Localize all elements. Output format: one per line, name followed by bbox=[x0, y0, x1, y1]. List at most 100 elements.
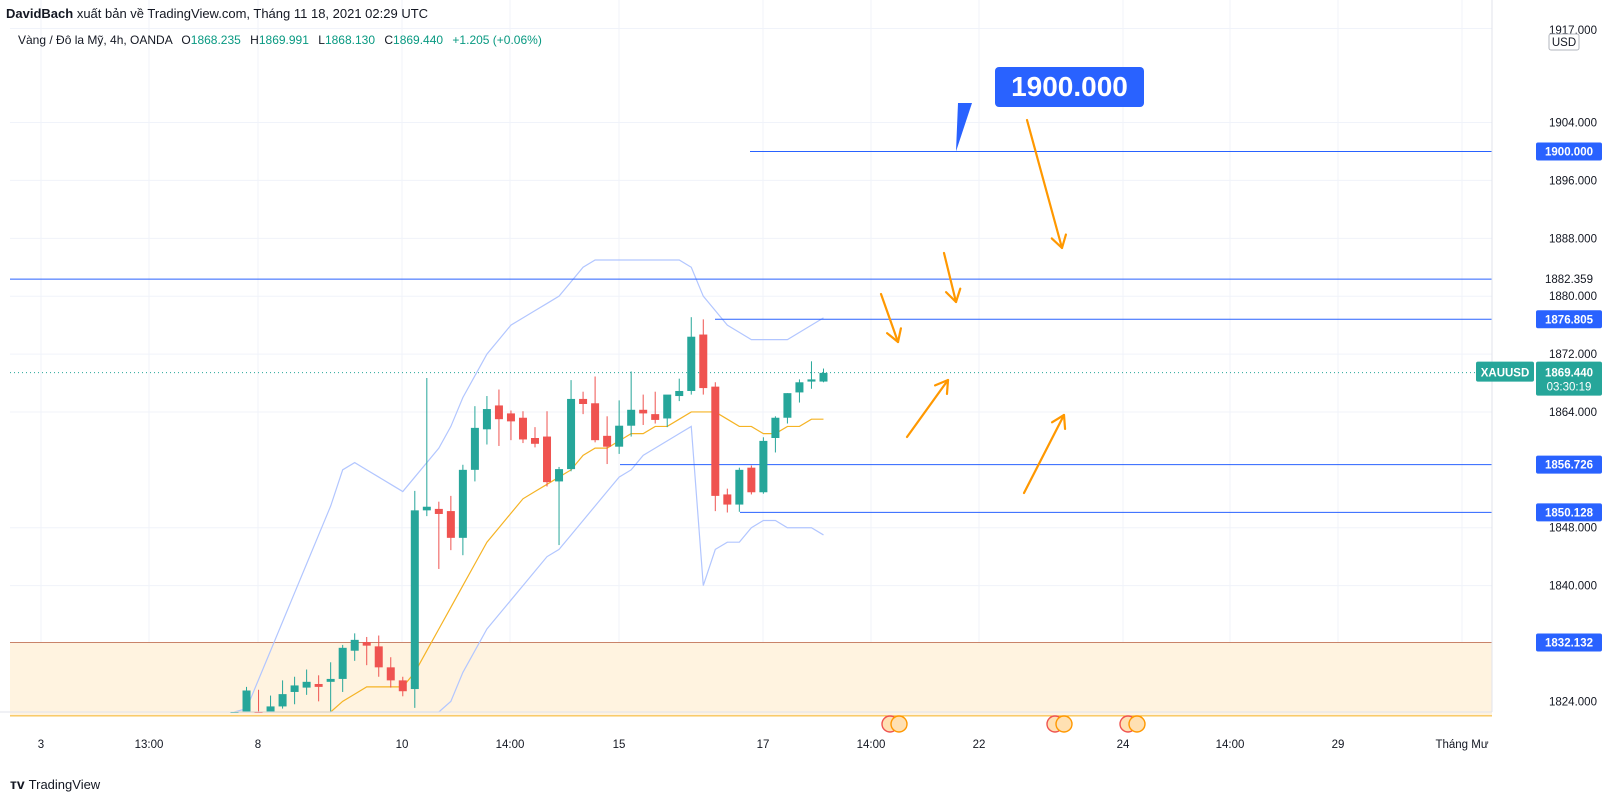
candle-body bbox=[807, 379, 816, 382]
countdown-text: 03:30:19 bbox=[1547, 382, 1592, 394]
price-tag-bg bbox=[1494, 270, 1562, 289]
arrow-down-to-1882-head bbox=[1050, 233, 1068, 250]
footer-brand[interactable]: ᴛᴠ TradingView bbox=[10, 776, 100, 792]
price-tag-text: 1850.128 bbox=[1545, 507, 1594, 519]
arrow-down-to-1876 bbox=[942, 251, 958, 304]
candle-body bbox=[579, 398, 588, 404]
candle-body bbox=[494, 405, 503, 420]
price-tag-bg bbox=[1536, 142, 1602, 161]
arrow-up-from-1856-head bbox=[933, 378, 950, 396]
currency-label: USD bbox=[1552, 37, 1576, 49]
candle-body bbox=[543, 436, 552, 483]
moving-average-line bbox=[234, 411, 824, 713]
candle-body bbox=[458, 469, 467, 538]
time-tick-label: 29 bbox=[1332, 739, 1345, 751]
candle-body bbox=[302, 681, 311, 688]
price-axis[interactable]: 1917.000 1904.000 1896.000 1888.000 1880.000… bbox=[1548, 25, 1597, 708]
low-label: L bbox=[318, 33, 325, 47]
candle-body bbox=[711, 386, 720, 496]
arrow-down-to-1882 bbox=[1025, 118, 1064, 250]
time-tick-label: 14:00 bbox=[496, 739, 525, 751]
publish-info: xuất bản về TradingView.com, Tháng 11 18… bbox=[73, 6, 429, 21]
callout-pointer bbox=[956, 103, 972, 152]
currency-box bbox=[1548, 33, 1580, 51]
price-tick-label: 1904.000 bbox=[1549, 118, 1597, 130]
candle-body bbox=[290, 685, 299, 692]
horizontal-levels[interactable] bbox=[10, 103, 1492, 513]
candle-body bbox=[422, 506, 431, 511]
candle-body bbox=[506, 413, 515, 422]
author-name[interactable]: DavidBach bbox=[6, 6, 74, 21]
price-tag-text: 1882.359 bbox=[1545, 274, 1593, 286]
candle-body bbox=[434, 508, 443, 514]
candle-body bbox=[819, 372, 828, 382]
time-tick-label: 17 bbox=[757, 739, 770, 751]
last-price-tag-bg bbox=[1536, 361, 1602, 396]
change-value: +1.205 (+0.06%) bbox=[452, 33, 542, 47]
price-tag-bg bbox=[1536, 503, 1602, 522]
economic-events[interactable] bbox=[881, 715, 1146, 733]
arrow-up-from-1850-head bbox=[1050, 413, 1067, 431]
candle-body bbox=[482, 409, 491, 430]
candle-body bbox=[242, 690, 251, 712]
price-tick-label: 1848.000 bbox=[1549, 523, 1597, 535]
candle-body bbox=[651, 414, 660, 420]
price-callout[interactable]: 1900.000 bbox=[995, 67, 1144, 107]
candle-body bbox=[687, 336, 696, 391]
last-price-tag-text: 1869.440 bbox=[1545, 368, 1593, 380]
time-tick-label: 10 bbox=[396, 739, 409, 751]
candle-body bbox=[735, 469, 744, 505]
grid-lines bbox=[10, 0, 1492, 712]
time-axis[interactable]: 3 13:00 8 10 14:00 15 17 14:00 22 24 14:00 29 Tháng … bbox=[38, 739, 1489, 751]
candle-body bbox=[386, 667, 395, 681]
time-tick-label: 13:00 bbox=[135, 739, 164, 751]
time-tick-label: 24 bbox=[1117, 739, 1130, 751]
candlesticks bbox=[230, 317, 828, 713]
arrow-down-to-1870 bbox=[879, 292, 900, 344]
price-tags: 1900.000 1882.359 1876.805 XAUUSD 1869.440 03… bbox=[1476, 142, 1602, 652]
candle-body bbox=[723, 494, 732, 505]
candle-body bbox=[531, 438, 539, 444]
candle-body bbox=[362, 642, 371, 646]
candle-body bbox=[699, 334, 708, 389]
demand-zone[interactable] bbox=[10, 642, 1492, 716]
close-value: 1869.440 bbox=[393, 33, 444, 47]
open-value: 1868.235 bbox=[190, 33, 241, 47]
arrow-down-to-1876-head bbox=[944, 287, 962, 304]
candle-body bbox=[446, 511, 455, 538]
price-tick-label: 1864.000 bbox=[1549, 407, 1597, 419]
high-value: 1869.991 bbox=[258, 33, 309, 47]
candle-body bbox=[278, 694, 287, 707]
time-tick-label: 14:00 bbox=[1216, 739, 1245, 751]
candle-body bbox=[266, 706, 275, 712]
candle-body bbox=[663, 394, 672, 419]
upper-band-line bbox=[234, 259, 824, 713]
price-tag-text: 1856.726 bbox=[1545, 460, 1593, 472]
price-tick-label: 1880.000 bbox=[1549, 291, 1597, 303]
candle-body bbox=[338, 647, 347, 679]
us-flag-icon bbox=[1128, 715, 1146, 733]
price-tick-label: 1872.000 bbox=[1549, 349, 1597, 361]
price-tag-text: 1832.132 bbox=[1545, 638, 1593, 650]
symbol-tag-text: XAUUSD bbox=[1481, 368, 1530, 380]
symbol-description[interactable]: Vàng / Đô la Mỹ, 4h, OANDA bbox=[18, 33, 173, 47]
open-label: O bbox=[181, 33, 191, 47]
candle-body bbox=[350, 639, 359, 651]
arrow-down-to-1870-head bbox=[886, 327, 903, 344]
price-tick-label: 1888.000 bbox=[1549, 233, 1597, 245]
candle-body bbox=[398, 680, 407, 692]
candle-body bbox=[470, 427, 479, 470]
price-tag-bg bbox=[1536, 310, 1602, 329]
candle-body bbox=[374, 646, 383, 668]
candle-body bbox=[795, 382, 804, 393]
price-tag-bg bbox=[1536, 633, 1602, 652]
publish-header: DavidBach xuất bản về TradingView.com, T… bbox=[6, 6, 428, 21]
high-label: H bbox=[250, 33, 259, 47]
candle-body bbox=[603, 435, 612, 447]
arrow-annotations[interactable] bbox=[879, 118, 1068, 495]
brand-name: TradingView bbox=[28, 777, 101, 792]
time-tick-label: Tháng Mư bbox=[1435, 739, 1488, 751]
candle-body bbox=[771, 417, 780, 439]
symbol-legend: Vàng / Đô la Mỹ, 4h, OANDA O1868.235 H18… bbox=[18, 33, 542, 47]
